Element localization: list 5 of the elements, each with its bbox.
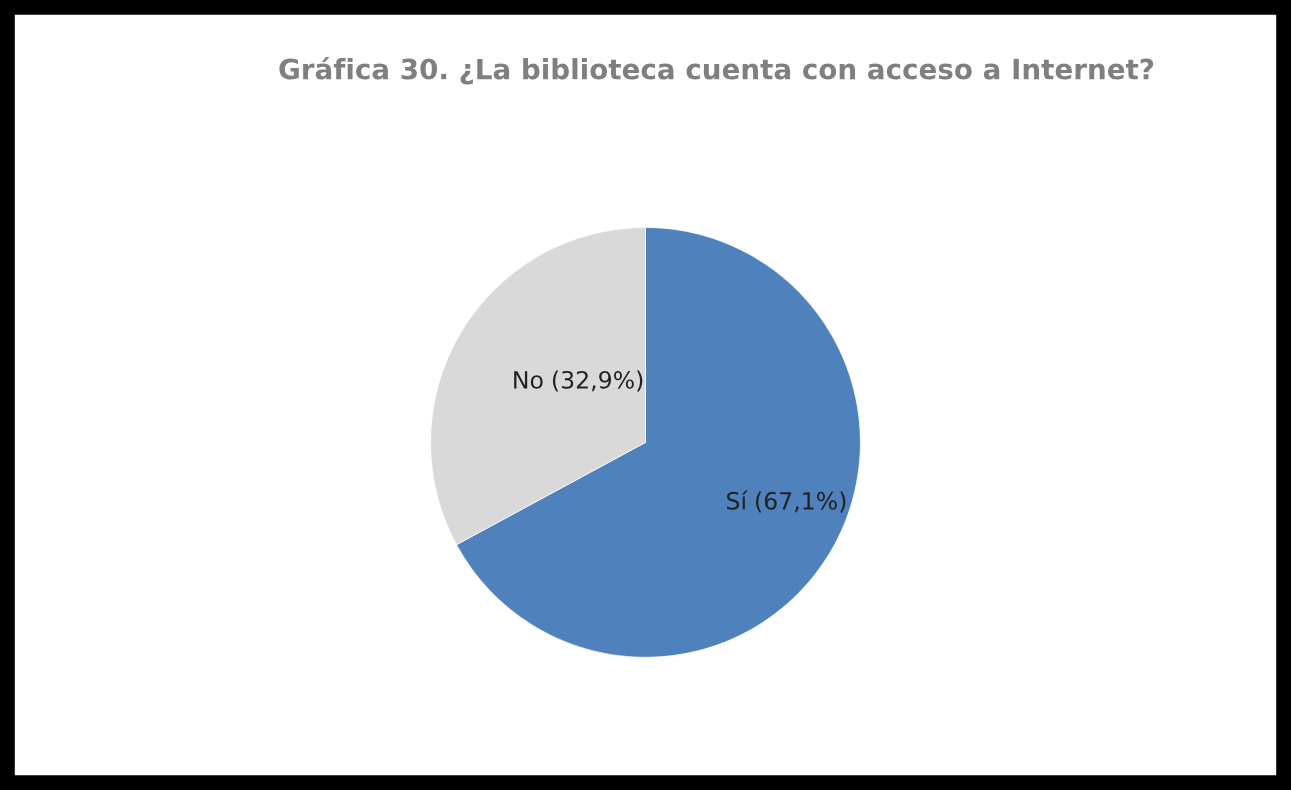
data-label: (32,9%) bbox=[552, 370, 643, 392]
chart-title: Gráfica 30. ¿La biblioteca cuenta con acceso a Internet? bbox=[279, 56, 1154, 85]
slice-label: No bbox=[514, 371, 543, 389]
data-label: (67,1%) bbox=[756, 491, 846, 513]
slice-label: Sí bbox=[727, 490, 748, 510]
